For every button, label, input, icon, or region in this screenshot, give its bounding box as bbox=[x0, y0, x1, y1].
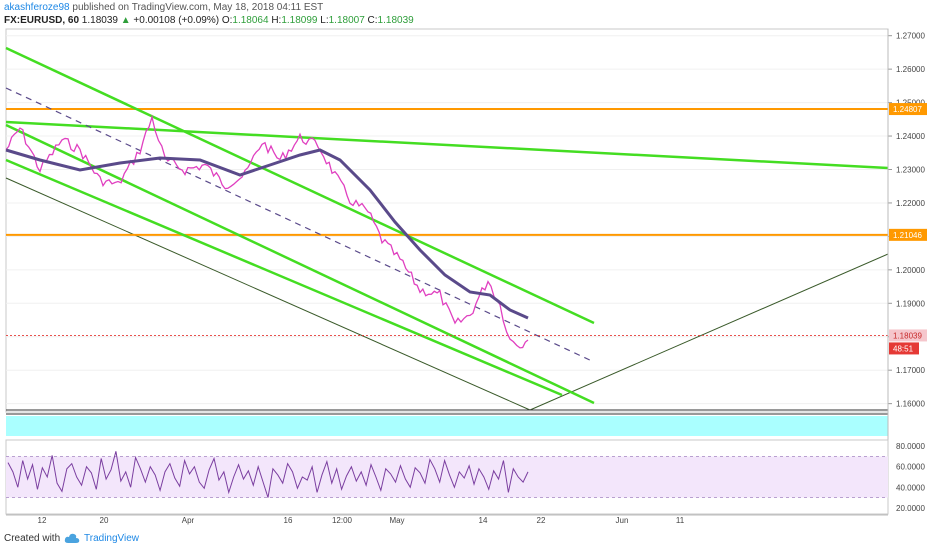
price-line bbox=[5, 114, 529, 349]
drawing-lines[interactable] bbox=[5, 46, 889, 415]
low-label: L: bbox=[320, 15, 329, 26]
time-tick-label: 22 bbox=[537, 516, 546, 525]
tradingview-cloud-icon bbox=[64, 533, 80, 543]
low-value: 1.18007 bbox=[328, 15, 365, 26]
rsi-band bbox=[6, 456, 888, 498]
price-change: +0.00108 (+0.09%) bbox=[133, 15, 220, 26]
publish-line: akashferoze98 published on TradingView.c… bbox=[4, 2, 323, 13]
level-price-badge-label: 1.21046 bbox=[893, 231, 922, 240]
price-grid bbox=[5, 28, 889, 413]
publish-info: published on TradingView.com, May 18, 20… bbox=[72, 2, 324, 13]
rsi-tick-label: 60.0000 bbox=[896, 463, 925, 472]
tradingview-logo-text[interactable]: TradingView bbox=[84, 533, 140, 544]
author-link[interactable]: akashferoze98 bbox=[4, 2, 70, 13]
price-tick-label: 1.24000 bbox=[896, 132, 925, 141]
close-label: C: bbox=[367, 15, 378, 26]
footer: Created with TradingView bbox=[0, 528, 932, 550]
chart-header: akashferoze98 published on TradingView.c… bbox=[0, 0, 932, 28]
up-arrow-icon: ▲ bbox=[120, 15, 131, 26]
time-axis[interactable]: 12 20 Apr 16 12:00 May 14 22 Jun 11 bbox=[6, 514, 888, 525]
price-tick-label: 1.26000 bbox=[896, 65, 925, 74]
price-tick-label: 1.27000 bbox=[896, 32, 925, 41]
trend-channel-line[interactable] bbox=[5, 158, 563, 397]
time-tick-label: 20 bbox=[100, 516, 109, 525]
price-tick-label: 1.17000 bbox=[896, 366, 925, 375]
open-value: 1.18064 bbox=[232, 15, 269, 26]
time-tick-label: 12:00 bbox=[332, 516, 353, 525]
high-label: H: bbox=[271, 15, 282, 26]
symbol-line: FX:EURUSD, 60 1.18039 ▲ +0.00108 (+0.09%… bbox=[4, 15, 414, 26]
created-with-text: Created with bbox=[4, 533, 61, 544]
rsi-tick-label: 40.0000 bbox=[896, 483, 925, 492]
symbol-label[interactable]: FX:EURUSD, 60 bbox=[4, 15, 80, 26]
moving-average-line bbox=[5, 148, 529, 320]
cyan-band bbox=[6, 416, 888, 436]
close-value: 1.18039 bbox=[377, 15, 414, 26]
zone-line-right bbox=[529, 253, 889, 411]
time-tick-label: 16 bbox=[284, 516, 293, 525]
level-price-badge-label: 1.24807 bbox=[893, 105, 922, 114]
channel-midline[interactable] bbox=[5, 87, 595, 363]
level-price-badge bbox=[889, 228, 927, 241]
rsi-tick-label: 80.0000 bbox=[896, 442, 925, 451]
countdown-badge bbox=[889, 342, 919, 355]
price-tick-label: 1.23000 bbox=[896, 165, 925, 174]
current-price-badge-label: 1.18039 bbox=[893, 331, 922, 340]
time-tick-label: Apr bbox=[182, 516, 195, 525]
trend-channel-line[interactable] bbox=[5, 120, 889, 170]
time-tick-label: May bbox=[389, 516, 404, 525]
last-price: 1.18039 bbox=[81, 15, 118, 26]
price-series-layer bbox=[5, 114, 529, 349]
countdown-badge-label: 48:51 bbox=[893, 344, 914, 353]
price-tick-label: 1.22000 bbox=[896, 199, 925, 208]
time-tick-label: 12 bbox=[38, 516, 47, 525]
open-label: O: bbox=[221, 15, 233, 26]
time-tick-label: Jun bbox=[616, 516, 629, 525]
level-price-badge bbox=[889, 103, 927, 116]
rsi-tick-label: 20.0000 bbox=[896, 504, 925, 513]
trend-channel-line[interactable] bbox=[5, 123, 595, 405]
price-tick-label: 1.16000 bbox=[896, 400, 925, 409]
trend-channel-line[interactable] bbox=[5, 46, 595, 325]
price-axis[interactable]: 1.270001.260001.250001.240001.230001.220… bbox=[887, 29, 927, 514]
price-tick-label: 1.20000 bbox=[896, 266, 925, 275]
current-price-badge bbox=[889, 329, 927, 342]
price-tick-label: 1.19000 bbox=[896, 299, 925, 308]
high-value: 1.18099 bbox=[281, 15, 318, 26]
main-pane-frame bbox=[5, 28, 889, 413]
zone-line-left bbox=[5, 177, 531, 411]
time-tick-label: 14 bbox=[479, 516, 488, 525]
chart-canvas[interactable]: 1.270001.260001.250001.240001.230001.220… bbox=[0, 0, 932, 528]
rsi-pane: 80.0000 60.0000 40.0000 20.0000 bbox=[5, 439, 925, 515]
rsi-line bbox=[7, 451, 529, 498]
time-tick-label: 11 bbox=[676, 516, 685, 525]
